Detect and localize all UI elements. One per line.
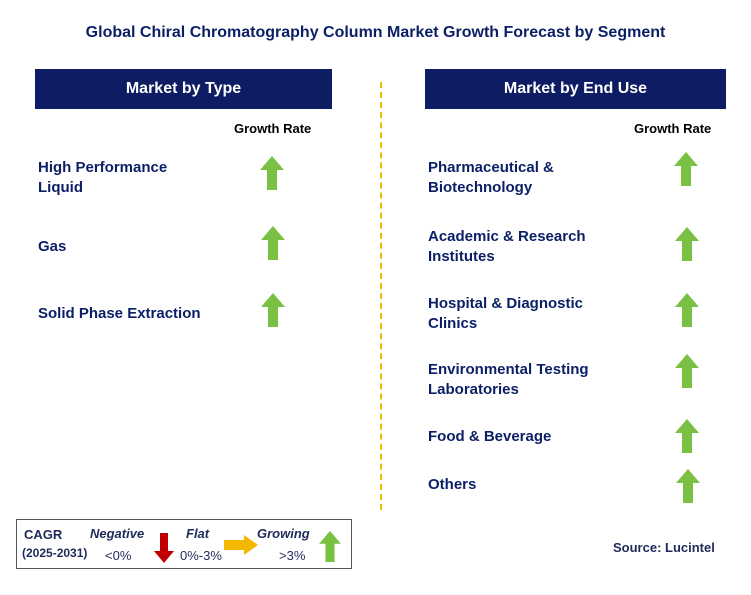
down-arrow-icon xyxy=(154,533,174,563)
left-item-solid-phase-extraction: Solid Phase Extraction xyxy=(38,304,201,324)
left-growth-rate-label: Growth Rate xyxy=(234,121,312,136)
item-label-line: Gas xyxy=(38,238,67,255)
up-arrow-icon xyxy=(261,293,285,327)
legend-negative-label: Negative xyxy=(90,526,145,541)
right-arrow-icon xyxy=(224,535,258,555)
legend xyxy=(16,519,352,569)
item-label-line: Liquid xyxy=(38,179,83,196)
legend-flat-label: Flat xyxy=(186,526,210,541)
legend-flat-range: 0%-3% xyxy=(180,548,222,563)
up-arrow-icon xyxy=(260,156,284,190)
legend-growing-range: >3% xyxy=(279,548,306,563)
item-label-line: Environmental Testing xyxy=(428,361,589,378)
up-arrow-icon xyxy=(675,227,699,261)
legend-cagr-label: CAGR xyxy=(24,527,63,542)
item-label-line: Food & Beverage xyxy=(428,428,552,445)
legend-negative-range: <0% xyxy=(105,548,132,563)
up-arrow-icon xyxy=(261,226,285,260)
item-label-line: Pharmaceutical & xyxy=(428,159,554,176)
up-arrow-icon xyxy=(674,152,698,186)
up-arrow-icon xyxy=(319,531,341,562)
item-label-line: Academic & Research xyxy=(428,228,586,245)
item-label-line: Biotechnology xyxy=(428,179,533,196)
right-item-environmental-testing-laboratories: Environmental Testing Laboratories xyxy=(428,360,589,400)
right-panel-header: Market by End Use xyxy=(425,69,726,109)
item-label-line: Hospital & Diagnostic xyxy=(428,295,584,312)
right-growth-rate-label: Growth Rate xyxy=(634,121,712,136)
right-item-pharmaceutical-biotechnology: Pharmaceutical & Biotechnology xyxy=(428,158,554,198)
left-item-high-performance-liquid: High Performance Liquid xyxy=(38,158,167,198)
item-label-line: Clinics xyxy=(428,315,478,332)
source-label: Source: Lucintel xyxy=(613,540,715,555)
up-arrow-icon xyxy=(675,293,699,327)
right-item-academic-research-institutes: Academic & Research Institutes xyxy=(428,227,586,267)
right-item-food-beverage: Food & Beverage xyxy=(428,427,551,447)
chart-title: Global Chiral Chromatography Column Mark… xyxy=(85,24,666,41)
left-item-gas: Gas xyxy=(38,237,66,257)
up-arrow-icon xyxy=(676,469,700,503)
panel-divider xyxy=(380,82,382,510)
item-label-line: Others xyxy=(428,476,477,493)
item-label-line: Laboratories xyxy=(428,381,519,398)
legend-period: (2025-2031) xyxy=(22,546,88,560)
right-item-others: Others xyxy=(428,475,476,495)
up-arrow-icon xyxy=(675,354,699,388)
left-panel-header: Market by Type xyxy=(35,69,332,109)
item-label-line: Solid Phase Extraction xyxy=(38,305,201,322)
item-label-line: Institutes xyxy=(428,248,495,265)
legend-growing-label: Growing xyxy=(257,526,310,541)
up-arrow-icon xyxy=(675,419,699,453)
item-label-line: High Performance xyxy=(38,159,168,176)
right-item-hospital-diagnostic-clinics: Hospital & Diagnostic Clinics xyxy=(428,294,583,334)
